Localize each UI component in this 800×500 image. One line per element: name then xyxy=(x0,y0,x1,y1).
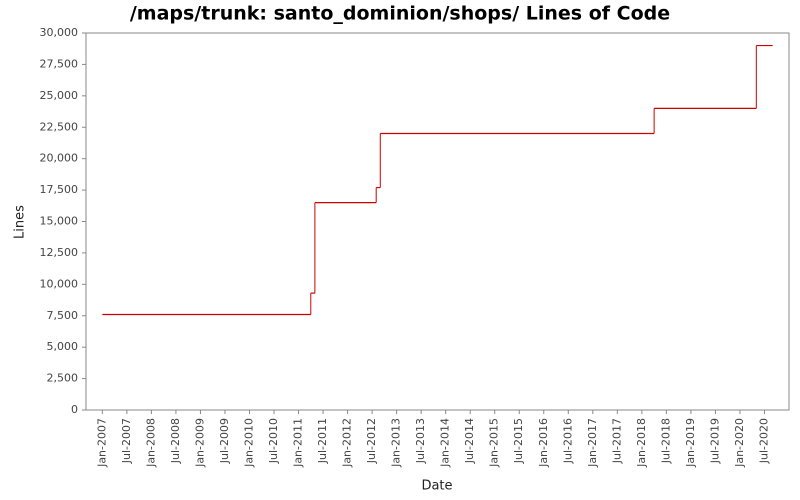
y-axis-label: Lines xyxy=(13,205,28,239)
x-tick-label: Jan-2013 xyxy=(390,418,403,468)
x-tick-label: Jan-2017 xyxy=(586,418,599,468)
x-tick-label: Jul-2015 xyxy=(512,418,525,464)
x-tick-label: Jan-2019 xyxy=(684,418,697,468)
x-tick-label: Jul-2009 xyxy=(218,418,231,464)
x-tick-label: Jul-2007 xyxy=(120,418,133,464)
y-tick-label: 2,500 xyxy=(47,372,79,385)
plot-area xyxy=(85,32,790,411)
x-tick-label: Jan-2014 xyxy=(439,418,452,468)
x-tick-label: Jul-2008 xyxy=(169,418,182,464)
x-tick-label: Jan-2011 xyxy=(292,418,305,468)
x-tick-label: Jan-2016 xyxy=(537,418,550,468)
x-tick-label: Jan-2008 xyxy=(144,418,157,468)
y-tick-label: 17,500 xyxy=(40,183,79,196)
y-tick-label: 27,500 xyxy=(40,57,79,70)
x-axis-label: Date xyxy=(421,479,452,494)
x-tick-label: Jan-2010 xyxy=(242,418,255,468)
y-tick-label: 5,000 xyxy=(47,340,79,353)
x-tick-label: Jan-2007 xyxy=(95,418,108,468)
x-tick-label: Jul-2017 xyxy=(610,418,623,464)
x-tick-label: Jul-2010 xyxy=(267,418,280,464)
x-tick-label: Jul-2019 xyxy=(708,418,721,464)
y-tick-label: 0 xyxy=(71,403,78,416)
x-tick-label: Jul-2016 xyxy=(561,418,574,464)
y-tick-label: 20,000 xyxy=(40,152,79,165)
y-tick-label: 7,500 xyxy=(47,309,79,322)
x-tick-label: Jan-2012 xyxy=(341,418,354,468)
chart-title: /maps/trunk: santo_dominion/shops/ Lines… xyxy=(130,3,670,25)
x-tick-label: Jul-2012 xyxy=(365,418,378,464)
x-tick-label: Jan-2020 xyxy=(733,418,746,468)
x-tick-label: Jul-2018 xyxy=(659,418,672,464)
x-tick-label: Jul-2014 xyxy=(463,418,476,464)
x-tick-label: Jul-2011 xyxy=(316,418,329,464)
y-tick-label: 12,500 xyxy=(40,246,79,259)
y-tick-label: 22,500 xyxy=(40,120,79,133)
y-tick-label: 30,000 xyxy=(40,26,79,39)
y-tick-label: 15,000 xyxy=(40,215,79,228)
x-tick-label: Jul-2020 xyxy=(757,418,770,464)
y-tick-label: 10,000 xyxy=(40,277,79,290)
x-tick-label: Jul-2013 xyxy=(414,418,427,464)
x-tick-label: Jan-2015 xyxy=(488,418,501,468)
x-tick-label: Jan-2009 xyxy=(193,418,206,468)
y-tick-label: 25,000 xyxy=(40,89,79,102)
x-tick-label: Jan-2018 xyxy=(635,418,648,468)
